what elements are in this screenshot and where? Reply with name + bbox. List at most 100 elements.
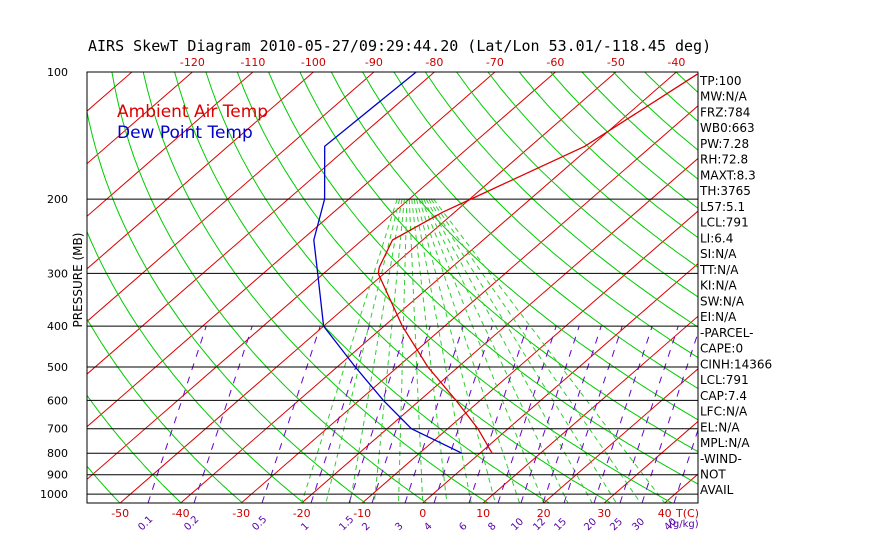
moist-adiabat-line: [325, 198, 401, 503]
stat-line: TP:100: [699, 74, 742, 88]
bottom-temperature-tick: -30: [232, 507, 250, 520]
isotherm-line: [87, 72, 556, 480]
mixing-ratio-line: [641, 331, 698, 503]
top-temperature-tick: -60: [546, 56, 564, 69]
mixing-ratio-line: [619, 325, 679, 503]
isotherm-line: [87, 72, 193, 165]
stat-line: AVAIL: [700, 483, 734, 497]
stat-line: L57:5.1: [700, 200, 745, 214]
mixing-ratio-unit: (g/kg): [669, 519, 699, 530]
moist-adiabat-line: [411, 199, 448, 503]
pressure-tick-label: 800: [47, 447, 68, 460]
moist-adiabat-line: [418, 198, 520, 503]
pressure-tick-label: 100: [47, 66, 68, 79]
legend-entry: Ambient Air Temp: [117, 102, 268, 122]
mixing-ratio-line: [593, 325, 653, 503]
background-lines: [0, 72, 870, 503]
dry-adiabat-line: [111, 72, 427, 503]
stat-line: LCL:791: [700, 373, 749, 387]
bottom-temperature-tick: -10: [353, 507, 371, 520]
stat-line: TT:N/A: [699, 263, 739, 277]
mixing-ratio-line: [468, 325, 528, 503]
mixing-ratio-tick: 0.5: [250, 514, 269, 533]
pressure-tick-label: 600: [47, 394, 68, 407]
mixing-ratio-line: [563, 325, 623, 503]
legend-entry: Dew Point Temp: [117, 123, 253, 143]
isobars: [86, 71, 699, 504]
top-temperature-tick: -110: [240, 56, 265, 69]
mixing-ratio-tick: 8: [486, 521, 498, 533]
mixing-ratio-tick: 1: [299, 521, 311, 533]
stat-line: CINH:14366: [700, 357, 772, 371]
top-temperature-tick: -50: [607, 56, 625, 69]
mixing-ratio-line: [147, 325, 207, 503]
moist-adiabat-line: [433, 198, 666, 503]
isotherm-line: [119, 72, 617, 503]
isotherm-line: [87, 72, 133, 112]
dry-adiabat-line: [236, 72, 673, 503]
mixing-ratio-tick: 4: [422, 521, 434, 533]
isotherm-line: [664, 473, 698, 503]
dry-adiabat-line: [87, 465, 121, 503]
stat-line: LCL:791: [700, 216, 749, 230]
dry-adiabat-line: [174, 72, 550, 503]
isotherm-line: [0, 72, 71, 503]
mixing-ratio-tick: 0.1: [136, 514, 155, 533]
moist-adiabat-line: [420, 198, 545, 503]
mixing-ratio-line: [542, 325, 602, 503]
mixing-ratio-line: [497, 325, 557, 503]
moist-adiabat-line: [428, 198, 617, 503]
bottom-temperature-tick: -40: [172, 507, 190, 520]
mixing-ratio-line: [520, 325, 580, 503]
stat-line: TH:3765: [699, 184, 751, 198]
stat-line: LI:6.4: [700, 231, 733, 245]
temperature-profile-line: [377, 72, 698, 454]
dry-adiabat-line: [87, 394, 182, 503]
top-temperature-tick: -100: [301, 56, 326, 69]
top-temperature-tick: -120: [180, 56, 205, 69]
mixing-ratio-tick: 15: [552, 516, 569, 533]
profiles: [313, 72, 698, 454]
pressure-tick-label: 400: [47, 320, 68, 333]
moist-adiabat-line: [349, 199, 403, 503]
dewpoint-profile-line: [313, 72, 463, 454]
dry-adiabat-line: [0, 72, 59, 503]
mixing-ratio-line: [404, 325, 464, 503]
moist-adiabat-line: [373, 199, 405, 503]
isotherm-line: [87, 72, 314, 270]
isotherm-line: [543, 368, 698, 503]
pressure-tick-label: 900: [47, 469, 68, 482]
bottom-temperature-tick: 30: [597, 507, 611, 520]
dry-adiabat-line: [87, 109, 366, 503]
stat-line: WB0:663: [700, 121, 755, 135]
pressure-tick-label: 500: [47, 361, 68, 374]
moist-adiabat-line: [430, 198, 641, 503]
isotherm-line: [87, 72, 496, 428]
mixing-ratio-line: [261, 325, 321, 503]
isotherm-line: [240, 105, 698, 503]
moist-adiabat-line: [408, 199, 424, 503]
dry-adiabat-line: [487, 72, 698, 268]
pressure-tick-label: 200: [47, 193, 68, 206]
bottom-axis-unit: T(C): [675, 507, 699, 520]
bottom-temperature-tick: 0: [419, 507, 426, 520]
isotherm-line: [603, 420, 698, 503]
mixing-ratio-line: [433, 325, 493, 503]
dry-adiabat-line: [770, 72, 870, 503]
isotherm-line: [180, 72, 677, 503]
stat-line: EI:N/A: [700, 310, 737, 324]
stat-line: SW:N/A: [700, 294, 745, 308]
isotherm-line: [87, 72, 254, 217]
dry-adiabat-line: [87, 230, 305, 503]
chart-title: AIRS SkewT Diagram 2010-05-27/09:29:44.2…: [88, 37, 711, 55]
dry-adiabat-line: [801, 72, 870, 503]
dry-adiabat-line: [833, 72, 870, 503]
moist-adiabat-line: [425, 198, 593, 503]
isotherm-line: [87, 72, 375, 323]
stat-line: CAPE:0: [700, 342, 743, 356]
y-axis-label: PRESSURE (MB): [71, 233, 85, 328]
isotherm-line: [482, 315, 698, 503]
bottom-temperature-tick: -50: [111, 507, 129, 520]
